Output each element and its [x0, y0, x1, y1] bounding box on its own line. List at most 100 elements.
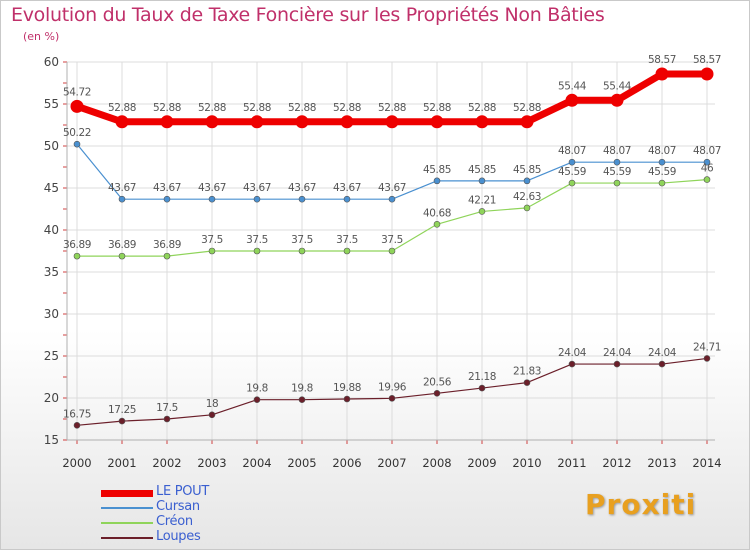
data-label-loupes: 21.18 — [468, 371, 496, 383]
data-label-cr-on: 37.5 — [336, 234, 358, 246]
x-tick-label: 2013 — [647, 456, 676, 470]
x-tick-label: 2003 — [197, 456, 226, 470]
data-point-loupes — [658, 360, 666, 368]
data-point-cr-on — [433, 220, 441, 228]
chart-title: Evolution du Taux de Taxe Foncière sur l… — [11, 4, 605, 26]
data-point-loupes — [433, 389, 441, 397]
data-label-le-pout: 52.88 — [468, 102, 496, 114]
data-point-cr-on — [208, 247, 216, 255]
data-point-cr-on — [613, 179, 621, 187]
data-point-loupes — [253, 396, 261, 403]
data-label-cr-on: 36.89 — [153, 239, 181, 251]
data-point-cr-on — [163, 252, 171, 260]
data-label-cr-on: 36.89 — [63, 239, 91, 251]
x-tick-label: 2004 — [242, 456, 271, 470]
data-label-cursan: 48.07 — [603, 145, 631, 157]
data-label-loupes: 19.8 — [246, 383, 268, 395]
data-label-le-pout: 52.88 — [333, 102, 361, 114]
data-label-le-pout: 52.88 — [243, 102, 271, 114]
data-label-cr-on: 40.68 — [423, 207, 451, 219]
x-tick-label: 2007 — [377, 456, 406, 470]
data-label-cursan: 48.07 — [558, 145, 586, 157]
data-point-loupes — [73, 421, 81, 429]
data-label-cr-on: 42.21 — [468, 194, 496, 206]
data-label-loupes: 24.04 — [648, 347, 677, 359]
data-label-cursan: 43.67 — [378, 182, 406, 194]
x-tick-label: 2006 — [332, 456, 361, 470]
x-tick-label: 2012 — [602, 456, 631, 470]
data-labels: 54.72 52.88 52.88 52.88 52.88 52.88 52.88 52.88… — [63, 54, 721, 420]
data-point-cursan — [568, 158, 576, 166]
y-tick-label: 25 — [44, 349, 59, 363]
data-point-cr-on — [343, 247, 351, 255]
data-point-le-pout — [655, 67, 669, 81]
data-point-loupes — [118, 417, 126, 425]
x-tick-label: 2002 — [152, 456, 181, 470]
legend-label: Cursan — [156, 499, 200, 514]
data-label-cursan: 43.67 — [108, 182, 136, 194]
proxiti-logo: Proxiti — [585, 488, 696, 521]
data-point-cursan — [613, 158, 621, 166]
data-point-cr-on — [388, 247, 396, 255]
data-point-cursan — [523, 177, 531, 185]
data-point-le-pout — [340, 115, 354, 129]
data-point-cr-on — [298, 247, 306, 255]
data-point-le-pout — [70, 99, 84, 113]
data-point-cursan — [163, 195, 171, 203]
data-label-loupes: 20.56 — [423, 376, 452, 388]
data-point-cursan — [73, 140, 81, 148]
legend-swatch — [101, 537, 153, 539]
y-tick-label: 20 — [44, 391, 59, 405]
data-point-loupes — [163, 415, 171, 423]
data-point-cursan — [388, 195, 396, 203]
legend-label: Loupes — [156, 529, 201, 544]
legend-label: LE POUT — [156, 484, 210, 499]
data-label-le-pout: 54.72 — [63, 86, 91, 98]
data-point-cursan — [298, 195, 306, 203]
data-point-le-pout — [205, 115, 219, 129]
data-point-cursan — [433, 177, 441, 185]
data-label-cr-on: 45.59 — [558, 166, 586, 178]
data-label-le-pout: 52.88 — [153, 102, 181, 114]
unit-label: (en %) — [23, 30, 60, 43]
data-label-cursan: 43.67 — [288, 182, 316, 194]
axes: 15 20 25 30 35 40 45 50 55 60 2000 2001 2002 2003 2004… — [44, 55, 722, 470]
data-point-le-pout — [430, 115, 444, 129]
data-label-loupes: 17.5 — [156, 402, 178, 414]
data-label-le-pout: 55.44 — [603, 80, 632, 92]
data-point-cursan — [118, 195, 126, 203]
data-point-loupes — [208, 411, 216, 419]
data-point-cursan — [253, 195, 261, 203]
data-label-loupes: 19.88 — [333, 382, 361, 394]
y-tick-label: 35 — [44, 265, 59, 279]
y-tick-label: 40 — [44, 223, 59, 237]
x-tick-label: 2008 — [422, 456, 451, 470]
data-label-loupes: 18 — [206, 398, 219, 410]
data-label-le-pout: 52.88 — [198, 102, 226, 114]
data-point-loupes — [478, 384, 486, 392]
data-point-cursan — [703, 158, 711, 166]
data-point-le-pout — [250, 115, 264, 129]
data-label-cursan: 45.85 — [468, 164, 496, 176]
data-label-loupes: 24.71 — [693, 341, 721, 353]
data-label-le-pout: 55.44 — [558, 80, 587, 92]
logo-text: Proxiti — [585, 488, 697, 521]
x-tick-label: 2014 — [692, 456, 721, 470]
y-tick-label: 50 — [44, 139, 59, 153]
data-point-loupes — [298, 396, 306, 403]
data-point-cr-on — [523, 204, 531, 212]
data-label-loupes: 16.75 — [63, 408, 91, 420]
data-label-cr-on: 37.5 — [381, 234, 403, 246]
data-label-loupes: 17.25 — [108, 404, 136, 416]
data-label-loupes: 19.96 — [378, 381, 407, 393]
data-label-le-pout: 52.88 — [378, 102, 406, 114]
data-label-cursan: 45.85 — [513, 164, 541, 176]
data-point-cr-on — [118, 252, 126, 260]
data-point-cr-on — [253, 247, 261, 255]
data-point-cursan — [208, 195, 216, 203]
data-label-cr-on: 46 — [701, 163, 714, 175]
data-label-cursan: 48.07 — [693, 145, 721, 157]
y-tick-label: 30 — [44, 307, 59, 321]
